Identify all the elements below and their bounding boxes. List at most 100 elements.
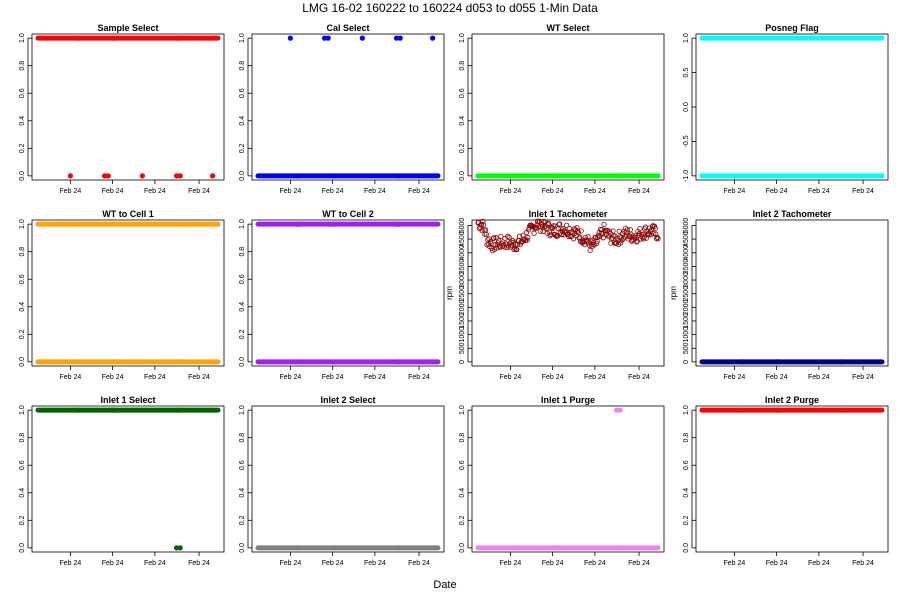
data-point <box>505 233 511 239</box>
data-point <box>331 545 337 551</box>
data-point <box>585 234 591 240</box>
data-point <box>839 407 846 413</box>
data-point <box>739 173 745 179</box>
data-point <box>575 229 581 236</box>
x-tick-label: Feb 24 <box>500 188 522 195</box>
data-point <box>295 545 301 551</box>
x-tick-label: Feb 24 <box>500 560 522 567</box>
data-point <box>75 407 81 413</box>
data-point <box>633 235 639 241</box>
x-tick-label: Feb 24 <box>808 188 830 195</box>
x-tick-label: Feb 24 <box>144 560 166 567</box>
y-tick-label: 0 <box>459 360 466 364</box>
y-tick-label: 4500 <box>683 231 690 247</box>
data-point <box>627 233 633 239</box>
data-point <box>775 359 781 365</box>
data-point <box>594 238 600 245</box>
y-tick-label: 1500 <box>683 313 690 329</box>
y-tick-label: 0.2 <box>459 143 466 153</box>
data-point <box>648 232 654 238</box>
panel-title: Sample Select <box>97 23 158 33</box>
y-tick-label: 0.0 <box>459 171 466 181</box>
data-point <box>67 173 73 179</box>
y-tick-label: 0.6 <box>239 460 246 470</box>
y-tick-label: 0.4 <box>239 302 246 312</box>
y-tick-label: 2000 <box>459 299 466 315</box>
data-point <box>775 407 781 413</box>
data-point <box>521 237 527 243</box>
chart-panel: Inlet 2 Tachometer 0 500100015002000250030… <box>669 209 889 381</box>
y-tick-label: 2000 <box>683 299 690 315</box>
data-point <box>545 221 551 227</box>
y-tick-label: 0.2 <box>459 515 466 525</box>
data-point <box>533 225 539 231</box>
x-tick-label: Feb 24 <box>60 560 82 567</box>
data-point <box>111 221 117 227</box>
y-tick-label: 0.8 <box>239 433 246 443</box>
plot-frame <box>31 405 225 553</box>
data-point <box>624 227 631 233</box>
x-tick-label: Feb 24 <box>584 374 606 381</box>
chart-panel: Inlet 1 Purge 0.0 0.2 0.4 0.6 0.8 1.0 Feb 24 Feb… <box>459 395 665 567</box>
data-point <box>210 173 216 179</box>
data-point <box>430 35 436 41</box>
x-tick-label: Feb 24 <box>724 188 746 195</box>
y-tick-label: 4500 <box>459 231 466 247</box>
data-point <box>480 218 486 224</box>
y-tick-label: 1.0 <box>683 405 690 415</box>
data-point <box>531 230 537 236</box>
data-point <box>508 239 514 245</box>
chart-panel: Cal Select 0.0 0.2 0.4 0.6 0.8 1.0 Feb 24 Feb 24… <box>239 23 445 195</box>
y-tick-label: 2500 <box>683 286 690 302</box>
data-point <box>75 35 81 41</box>
data-point <box>359 35 365 41</box>
data-point <box>551 545 557 551</box>
data-point <box>578 228 584 234</box>
data-point <box>619 237 625 243</box>
data-point <box>614 407 620 413</box>
x-tick-label: Feb 24 <box>628 560 650 567</box>
data-point <box>558 225 564 231</box>
data-point <box>295 221 301 227</box>
x-tick-label: Feb 24 <box>542 560 564 567</box>
y-tick-label: 0.2 <box>683 515 690 525</box>
x-tick-label: Feb 24 <box>102 374 124 381</box>
data-point <box>395 359 401 365</box>
y-tick-label: 1.0 <box>459 33 466 43</box>
x-tick-label: Feb 24 <box>188 188 210 195</box>
data-point <box>480 222 487 228</box>
y-tick-label: 0.6 <box>239 88 246 98</box>
data-point <box>395 221 401 227</box>
chart-panel: WT to Cell 2 0.0 0.2 0.4 0.6 0.8 1.0 Feb 24 Feb … <box>239 209 445 381</box>
data-point <box>177 173 183 179</box>
x-tick-label: Feb 24 <box>322 374 344 381</box>
data-point <box>564 222 570 228</box>
x-tick-label: Feb 24 <box>628 188 650 195</box>
x-tick-label: Feb 24 <box>144 188 166 195</box>
data-point <box>331 359 337 365</box>
data-point <box>506 234 512 241</box>
data-point <box>175 35 181 41</box>
x-tick-label: Feb 24 <box>808 374 830 381</box>
panel-title: Inlet 2 Tachometer <box>753 209 832 219</box>
data-point <box>637 225 643 232</box>
y-tick-label: 0.8 <box>239 247 246 257</box>
data-point <box>478 221 485 227</box>
data-point <box>597 233 603 240</box>
y-tick-label: 0.4 <box>459 488 466 498</box>
y-tick-label: 0.6 <box>459 460 466 470</box>
y-tick-label: 0.5 <box>683 68 690 78</box>
data-point <box>615 545 622 551</box>
data-point <box>139 173 145 179</box>
data-point <box>839 359 846 365</box>
x-tick-label: Feb 24 <box>188 560 210 567</box>
x-tick-label: Feb 24 <box>102 560 124 567</box>
data-point <box>601 221 607 228</box>
y-tick-label: 0.8 <box>683 433 690 443</box>
data-point <box>515 545 521 551</box>
y-tick-label: 0.8 <box>19 61 26 71</box>
data-point <box>548 231 554 237</box>
y-tick-label: 0.6 <box>683 460 690 470</box>
y-tick-label: 1.0 <box>239 219 246 229</box>
y-tick-label: 1.0 <box>19 219 26 229</box>
